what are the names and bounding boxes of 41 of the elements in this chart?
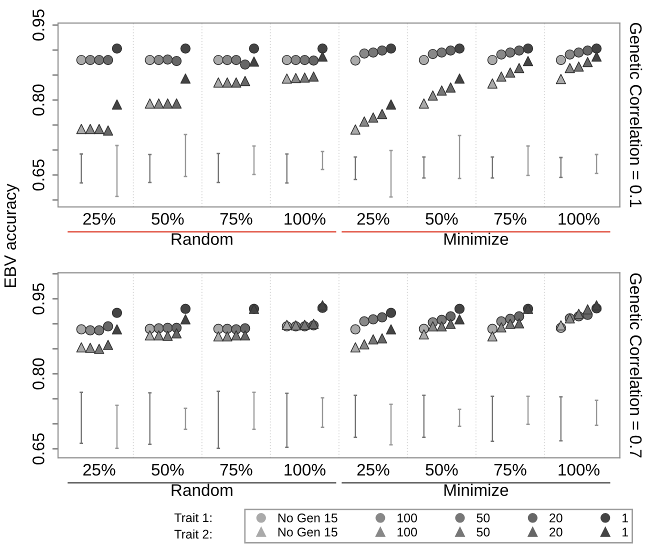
x-tick-label: 100% [284, 212, 326, 225]
x-tick-label: 50% [152, 464, 184, 476]
y-tick-label: 0.95 [32, 10, 44, 41]
text: Trait 2: [174, 529, 212, 539]
legend-label: 20 [550, 514, 562, 522]
x-tick-label: 50% [426, 212, 458, 225]
legend-label: 1 [622, 514, 628, 522]
legend-label: No Gen 15 [278, 514, 338, 522]
y-tick-label: 0.95 [32, 283, 44, 314]
text: Genetic Correlation = 0.1 [630, 22, 642, 208]
x-tick-label: 75% [494, 464, 526, 476]
text: Genetic Correlation = 0.7 [630, 273, 642, 458]
text: Random [172, 232, 232, 245]
x-tick-label: 100% [284, 464, 326, 476]
text: Minimize [444, 484, 508, 496]
y-tick-label: 0.65 [32, 159, 44, 191]
x-tick-label: 25% [83, 212, 116, 225]
x-tick-label: 100% [558, 212, 600, 225]
legend-label: 100 [398, 528, 417, 537]
x-tick-label: 25% [83, 464, 116, 476]
legend-label: No Gen 15 [278, 528, 338, 537]
legend-label: 1 [622, 528, 628, 536]
x-tick-label: 25% [357, 464, 390, 476]
legend-label: 50 [476, 514, 490, 522]
y-tick-label: 0.65 [32, 433, 44, 464]
x-tick-label: 25% [357, 212, 390, 225]
x-tick-label: 50% [152, 212, 184, 225]
x-tick-label: 50% [426, 464, 458, 476]
legend-label: 100 [398, 514, 417, 522]
x-tick-label: 75% [220, 213, 252, 225]
x-tick-label: 75% [494, 213, 526, 225]
y-axis-title: EBV accuracy [4, 184, 20, 288]
x-tick-label: 100% [558, 464, 600, 476]
y-tick-label: 0.80 [32, 84, 44, 116]
legend-label: 50 [476, 528, 490, 537]
text: Trait 1: [174, 512, 212, 522]
legend-label: 20 [550, 528, 562, 537]
text: Minimize [444, 232, 508, 245]
x-tick-label: 75% [220, 464, 252, 476]
y-tick-label: 0.80 [32, 358, 44, 390]
text: Random [172, 484, 232, 496]
